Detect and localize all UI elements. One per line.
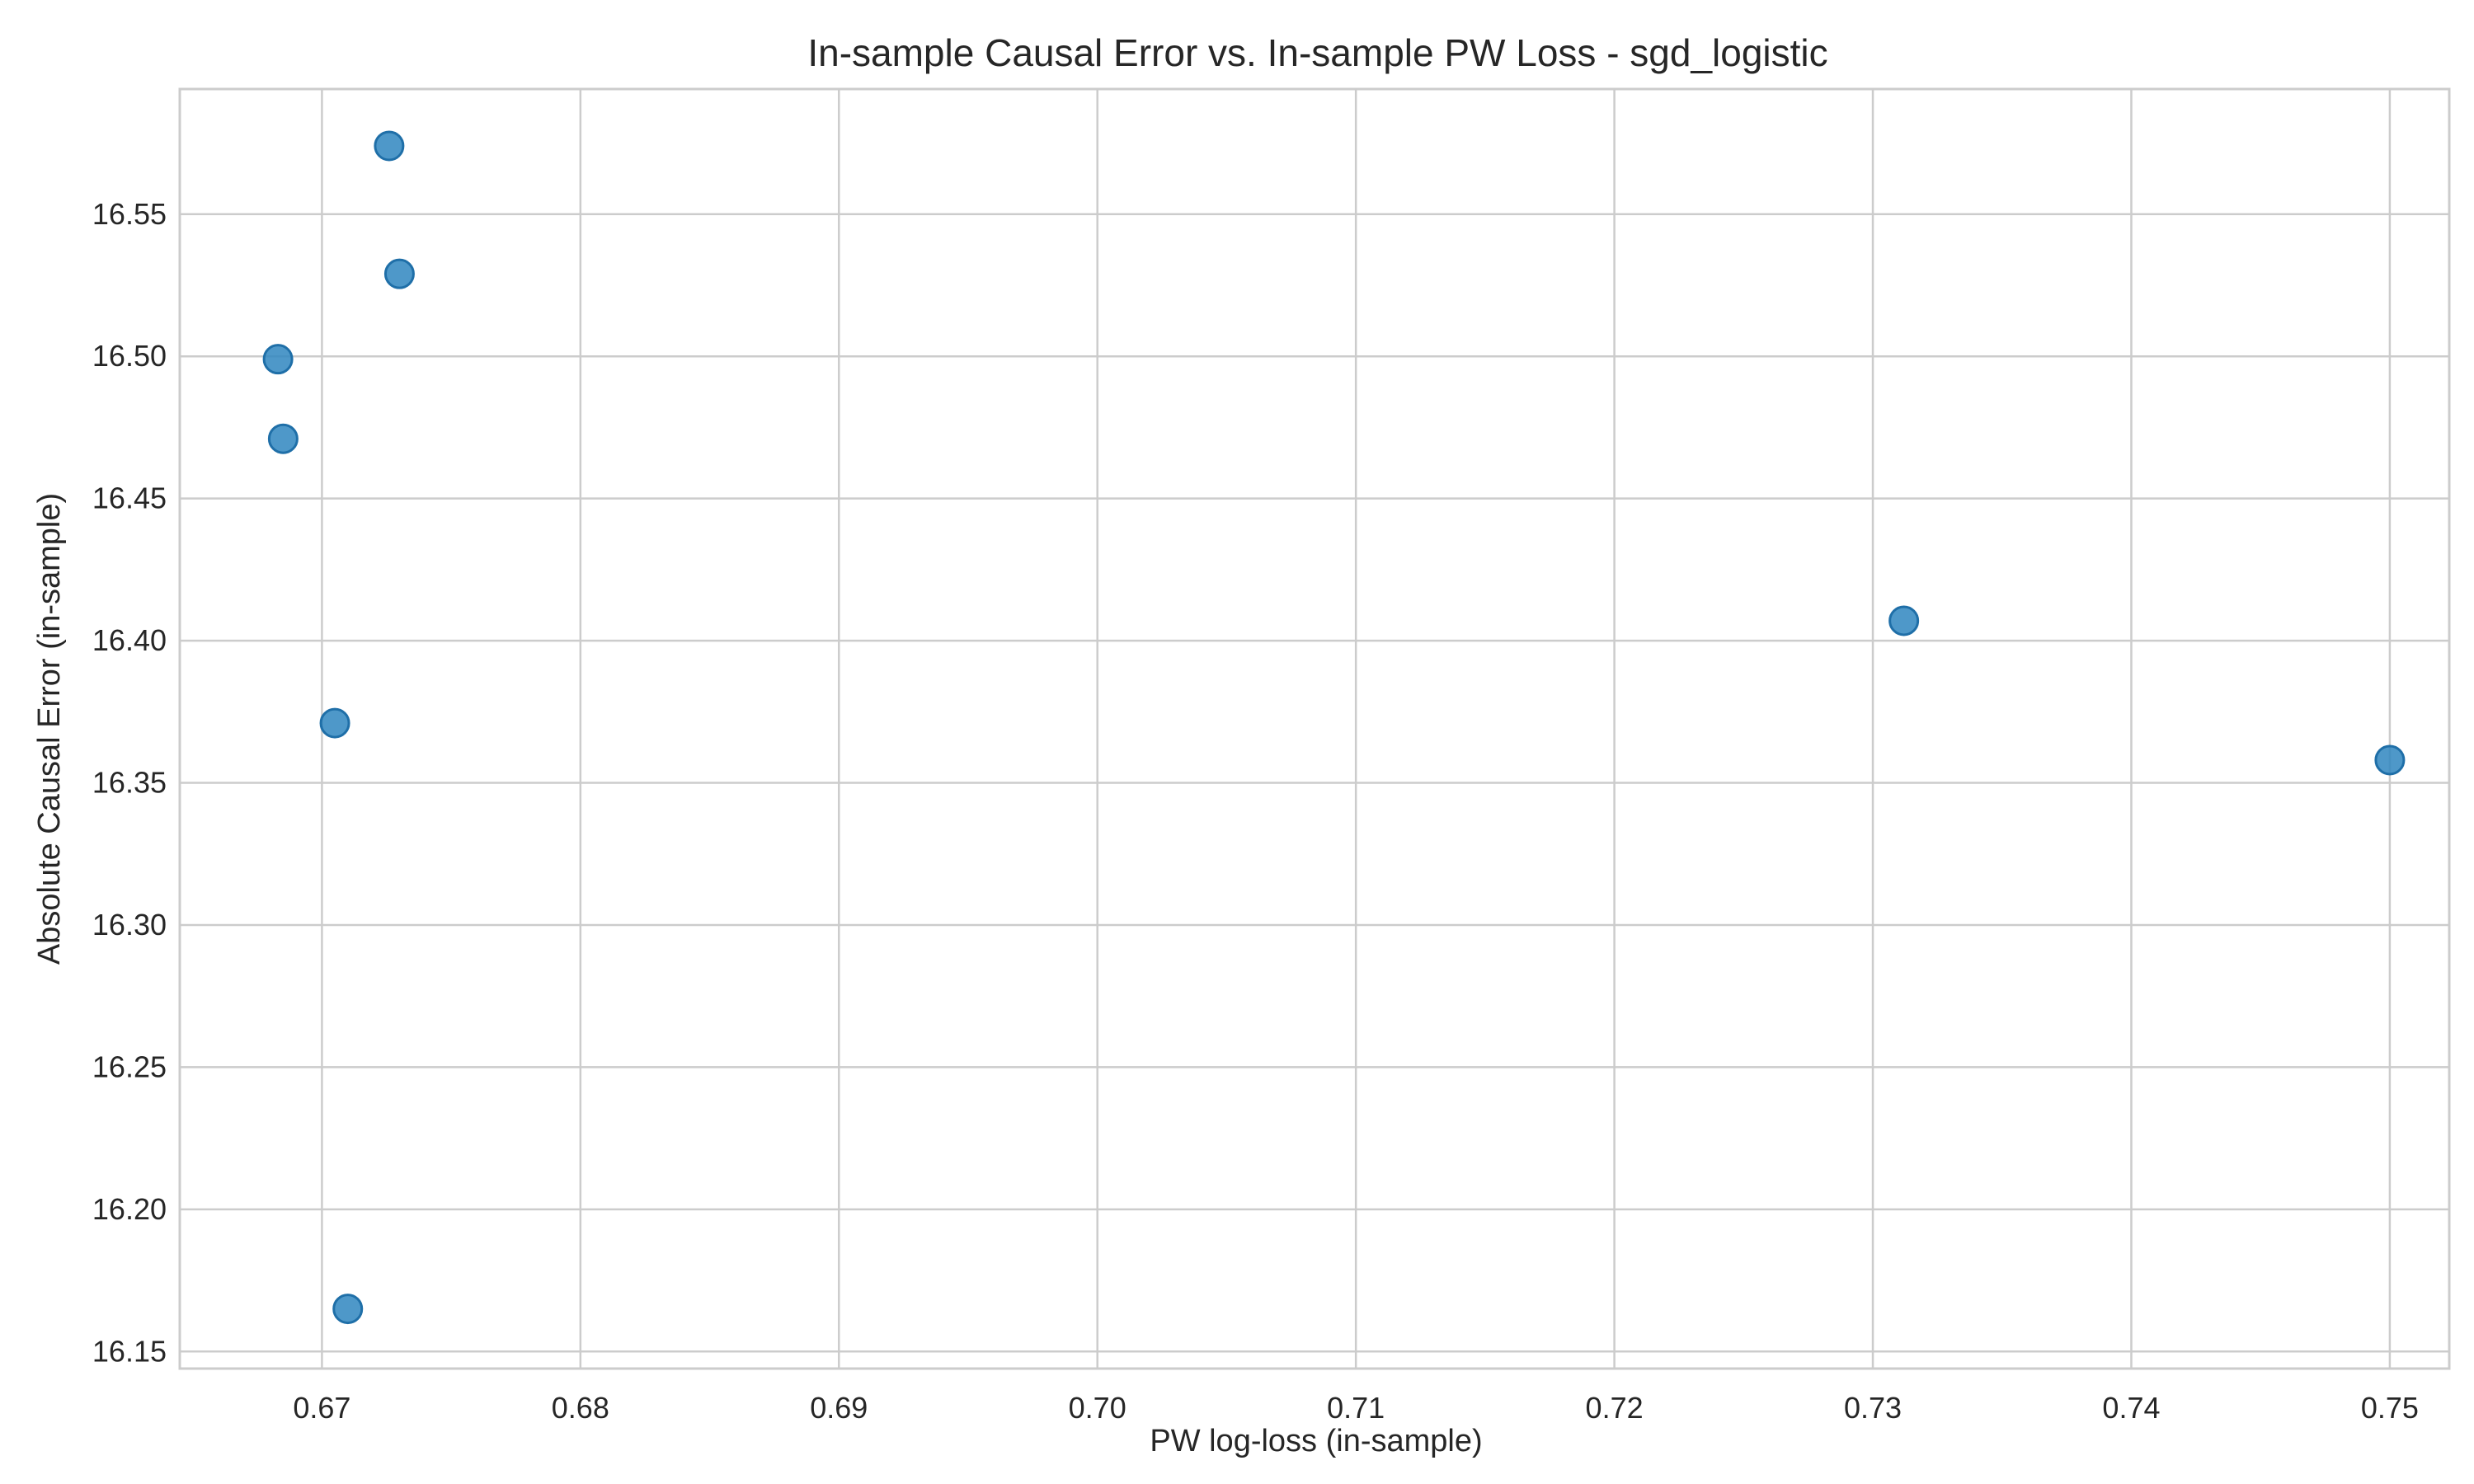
y-tick-label: 16.15 — [92, 1334, 167, 1368]
x-tick-label: 0.75 — [2361, 1391, 2419, 1425]
chart-title: In-sample Causal Error vs. In-sample PW … — [807, 31, 1827, 74]
x-tick-label: 0.74 — [2102, 1391, 2160, 1425]
grid-lines — [180, 89, 2449, 1369]
x-tick-label: 0.72 — [1586, 1391, 1644, 1425]
y-tick-label: 16.35 — [92, 766, 167, 800]
x-tick-label: 0.70 — [1069, 1391, 1126, 1425]
y-tick-label: 16.50 — [92, 339, 167, 373]
x-tick-label: 0.68 — [552, 1391, 609, 1425]
x-tick-label: 0.71 — [1327, 1391, 1385, 1425]
data-point — [332, 1294, 364, 1325]
x-axis-ticks: 0.67 0.68 0.69 0.70 0.71 0.72 0.73 0.74 0.75 — [293, 1391, 2419, 1425]
plot-frame — [178, 87, 2451, 1370]
x-tick-label: 0.69 — [810, 1391, 868, 1425]
y-axis-ticks: 16.15 16.20 16.25 16.30 16.35 16.40 16.45 16.50… — [92, 197, 167, 1369]
data-point — [319, 707, 350, 739]
y-tick-label: 16.20 — [92, 1192, 167, 1226]
x-axis-label: PW log-loss (in-sample) — [1150, 1424, 1482, 1458]
data-point — [1888, 605, 1920, 636]
data-point — [262, 344, 294, 375]
data-point — [383, 258, 415, 289]
y-tick-label: 16.30 — [92, 908, 167, 942]
y-axis-label: Absolute Causal Error (in-sample) — [32, 493, 67, 965]
y-tick-label: 16.55 — [92, 197, 167, 231]
y-tick-label: 16.25 — [92, 1050, 167, 1083]
x-tick-label: 0.67 — [293, 1391, 350, 1425]
y-tick-label: 16.40 — [92, 623, 167, 657]
y-tick-label: 16.45 — [92, 481, 167, 515]
data-point — [2374, 744, 2406, 776]
data-point — [267, 423, 299, 454]
data-points — [262, 130, 2406, 1325]
data-point — [374, 130, 405, 162]
x-tick-label: 0.73 — [1844, 1391, 1902, 1425]
